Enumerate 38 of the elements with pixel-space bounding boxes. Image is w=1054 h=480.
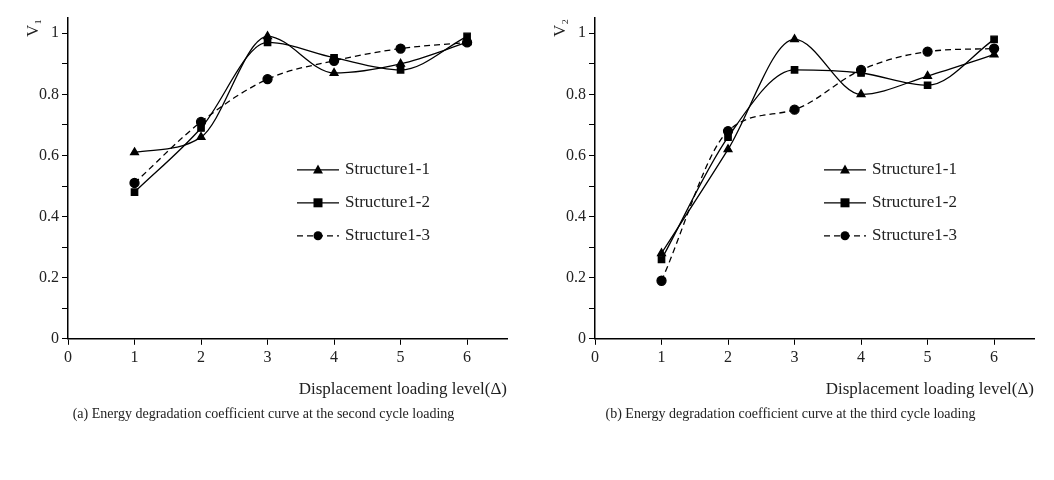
legend-label: Structure1-3 — [345, 225, 430, 245]
text: (a) Energy degradation coefficient curve at the second cycle loading — [71, 405, 456, 423]
y-tick-label: 0 — [578, 329, 586, 346]
x-tick-label: 6 — [463, 347, 472, 365]
y-tick-label: 0 — [51, 329, 59, 346]
x-axis-title: Displacement loading level(Δ) — [825, 379, 1034, 398]
y-tick-label: 0.6 — [566, 145, 586, 163]
y-axis-title: V₂ — [550, 18, 570, 38]
x-tick-label: 1 — [657, 347, 666, 365]
y-tick-label: 0.2 — [39, 267, 59, 285]
y-tick-label: 0.8 — [566, 84, 586, 102]
x-axis-title: Displacement loading level(Δ) — [298, 379, 507, 398]
x-tick-label: 3 — [790, 347, 799, 365]
x-tick-label: 4 — [857, 347, 866, 365]
x-tick-label: 3 — [263, 347, 272, 365]
legend-label: Structure1-2 — [872, 192, 957, 212]
y-tick-label: 1 — [578, 23, 586, 41]
legend-label: Structure1-3 — [872, 225, 957, 245]
x-tick-label: 6 — [990, 347, 999, 365]
x-tick-label: 2 — [724, 347, 733, 365]
legend-label: Structure1-2 — [345, 192, 430, 212]
y-tick-label: 1 — [51, 23, 59, 41]
x-tick-label: 1 — [130, 347, 139, 365]
text: (b) Energy degradation coefficient curve at the third cycle loading — [604, 405, 977, 423]
y-tick-label: 0.4 — [566, 206, 586, 224]
x-tick-label: 0 — [64, 347, 72, 365]
x-tick-label: 2 — [197, 347, 206, 365]
legend-label: Structure1-1 — [872, 159, 957, 179]
y-axis-title: V₁ — [23, 18, 43, 38]
y-tick-label: 0.4 — [39, 206, 59, 224]
x-tick-label: 5 — [923, 347, 932, 365]
x-tick-label: 4 — [330, 347, 339, 365]
y-tick-label: 0.8 — [39, 84, 59, 102]
x-tick-label: 5 — [396, 347, 405, 365]
y-tick-label: 0.2 — [566, 267, 586, 285]
y-tick-label: 0.6 — [39, 145, 59, 163]
x-tick-label: 0 — [591, 347, 599, 365]
legend-label: Structure1-1 — [345, 159, 430, 179]
